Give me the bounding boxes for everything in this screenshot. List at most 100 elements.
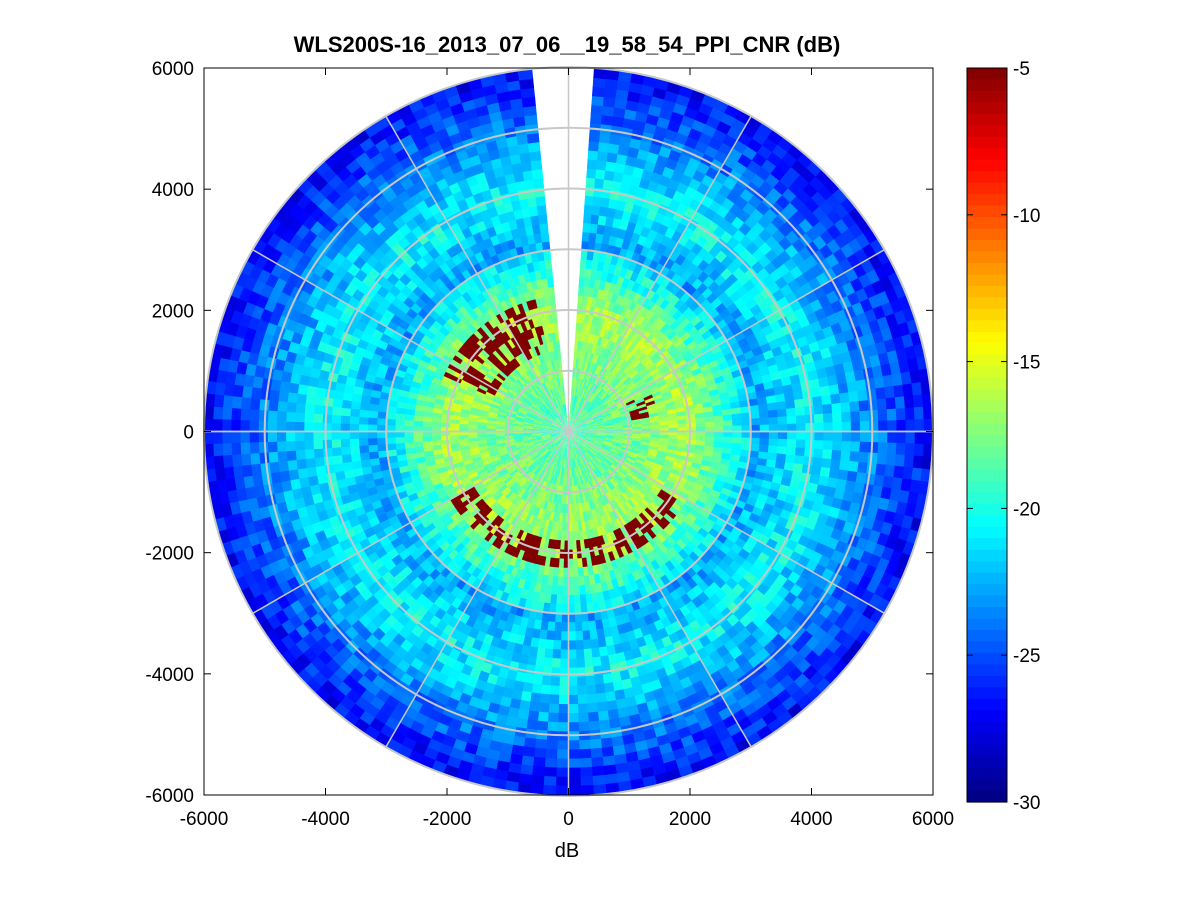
cnr-cell: [514, 461, 525, 470]
cnr-cell: [608, 341, 617, 352]
cnr-cell: [484, 464, 495, 472]
cnr-cell: [593, 478, 601, 489]
cnr-cell: [569, 467, 572, 478]
cnr-cell: [577, 576, 585, 587]
cnr-cell: [651, 370, 663, 379]
cnr-cell: [508, 753, 523, 766]
cnr-cell: [832, 440, 843, 452]
cnr-cell: [604, 425, 615, 428]
cnr-cell: [485, 564, 496, 577]
cnr-cell: [645, 456, 656, 464]
cnr-cell: [496, 467, 507, 476]
cnr-cell: [591, 601, 601, 613]
cnr-cell: [655, 478, 666, 487]
cnr-cell: [699, 508, 712, 520]
cnr-cell: [472, 510, 484, 521]
cnr-cell: [653, 546, 665, 558]
cnr-cell: [565, 458, 568, 469]
cnr-cell: [425, 508, 438, 519]
cnr-cell: [586, 435, 596, 439]
cnr-cell: [676, 327, 689, 339]
cnr-cell: [662, 462, 674, 470]
cnr-cell: [896, 431, 907, 445]
cnr-cell: [592, 325, 600, 336]
cnr-cell: [586, 702, 599, 714]
cnr-cell: [490, 777, 507, 791]
cnr-cell: [612, 393, 623, 402]
cnr-cell: [606, 455, 616, 463]
cnr-cell: [604, 503, 612, 514]
cnr-cell: [519, 478, 528, 488]
cnr-cell: [741, 525, 755, 538]
cnr-cell: [556, 438, 564, 447]
cnr-cell: [481, 541, 493, 553]
cnr-cell: [517, 699, 531, 712]
cnr-cell: [803, 397, 814, 408]
cnr-cell: [687, 326, 699, 337]
cnr-cell: [559, 649, 569, 660]
cnr-cell: [575, 448, 580, 458]
cnr-cell: [571, 376, 575, 387]
cnr-cell: [619, 348, 629, 359]
cnr-cell: [913, 406, 925, 422]
cnr-cell: [593, 417, 604, 423]
cnr-cell: [583, 369, 589, 380]
cnr-cell: [640, 554, 651, 567]
cnr-cell: [563, 467, 566, 478]
cnr-cell: [561, 585, 569, 596]
cnr-cell: [891, 373, 904, 388]
cnr-cell: [570, 440, 573, 450]
cnr-cell: [610, 448, 620, 455]
cnr-cell: [621, 361, 631, 371]
cnr-cell: [664, 479, 676, 488]
cnr-cell: [554, 603, 563, 614]
cnr-cell: [671, 542, 683, 555]
cnr-cell: [591, 445, 600, 453]
cnr-cell: [602, 494, 610, 505]
cnr-cell: [640, 307, 651, 319]
cnr-cell: [588, 629, 598, 641]
cnr-cell: [587, 404, 596, 413]
cnr-cell: [559, 457, 563, 468]
cnr-cell: [606, 502, 615, 513]
cnr-cell: [629, 137, 643, 150]
cnr-cell: [442, 516, 454, 527]
cnr-cell: [595, 423, 605, 427]
cnr-cell: [628, 300, 638, 312]
cnr-cell: [641, 286, 652, 299]
cnr-cell: [643, 122, 659, 135]
cnr-cell: [603, 441, 613, 446]
cnr-cell: [684, 479, 696, 488]
cnr-cell: [791, 382, 803, 394]
cnr-cell: [677, 423, 688, 429]
cnr-cell: [653, 342, 665, 353]
cnr-cell: [572, 567, 579, 578]
cnr-cell: [596, 401, 605, 410]
cnr-cell: [590, 509, 597, 520]
cnr-cell: [598, 486, 606, 497]
cnr-cell: [793, 455, 805, 466]
cnr-cell: [746, 391, 758, 401]
cnr-cell: [608, 405, 619, 412]
cnr-cell: [648, 313, 660, 325]
cnr-cell: [622, 524, 632, 535]
cnr-cell: [612, 539, 621, 551]
cnr-cell: [579, 445, 586, 455]
cnr-cell: [776, 401, 787, 411]
cnr-cell: [680, 331, 692, 343]
cnr-cell: [602, 380, 611, 390]
cnr-cell: [485, 509, 496, 520]
cnr-cell: [526, 460, 535, 469]
cnr-cell: [805, 361, 817, 374]
cnr-cell: [608, 198, 620, 210]
cnr-cell: [529, 464, 538, 473]
cnr-cell: [705, 431, 715, 438]
cnr-cell: [465, 465, 476, 473]
cnr-cell: [587, 450, 596, 459]
cnr-cell: [560, 448, 565, 459]
cnr-cell: [639, 719, 655, 733]
cnr-cell: [494, 713, 508, 726]
cnr-cell: [858, 451, 870, 465]
cnr-cell: [555, 438, 563, 446]
cnr-cell: [465, 563, 477, 576]
